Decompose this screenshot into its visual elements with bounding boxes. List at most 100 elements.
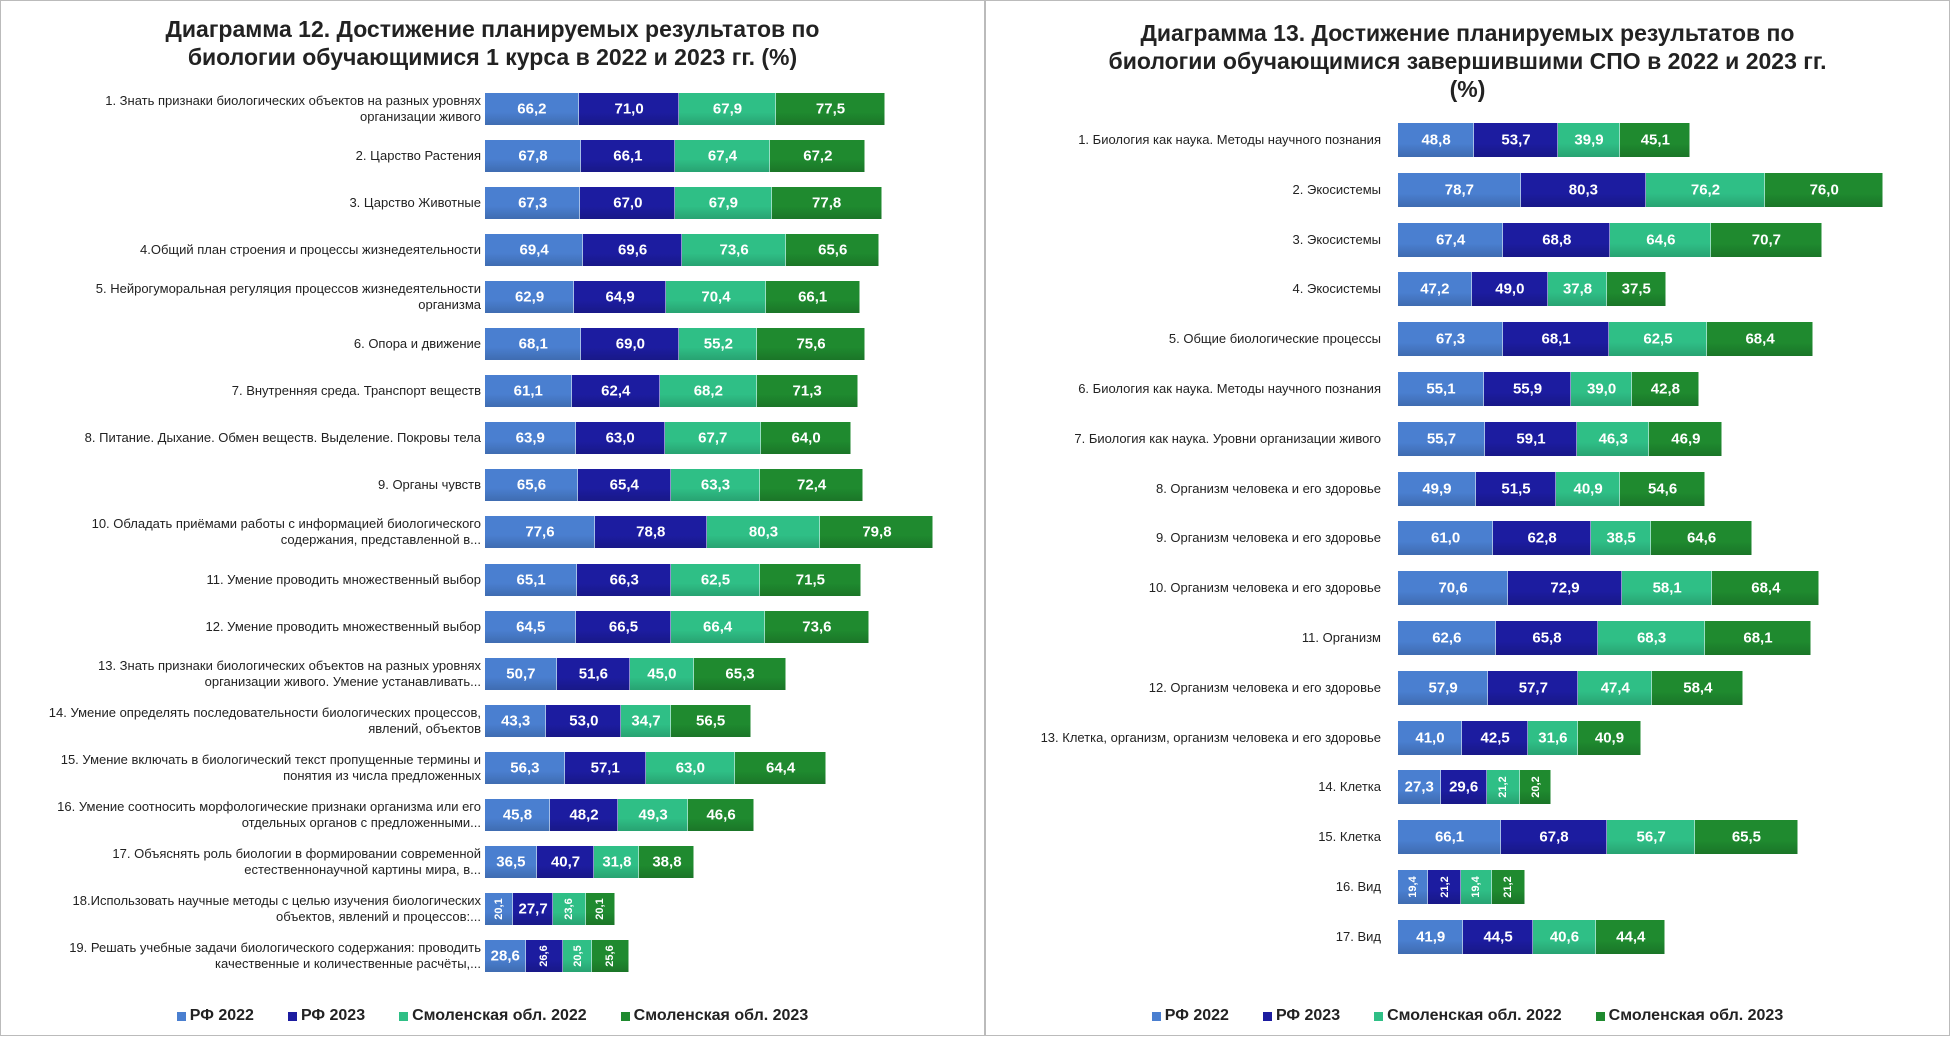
bar-segment — [1577, 720, 1642, 755]
value-label: 55,1 — [1426, 380, 1456, 398]
value-label: 38,8 — [652, 853, 682, 871]
bar-segment — [1461, 720, 1529, 755]
category-label: 19. Решать учебные задачи биологического… — [69, 939, 481, 971]
value-label: 62,5 — [1643, 330, 1673, 348]
value-label: 29,6 — [1449, 778, 1479, 796]
chart-title: Диаграмма 12. Достижение планируемых рез… — [165, 16, 820, 70]
value-label: 61,1 — [513, 382, 543, 400]
bar-segment — [760, 422, 852, 455]
category-label: 8. Питание. Дыхание. Обмен веществ. Выде… — [84, 430, 481, 446]
bar-segment — [1474, 123, 1558, 157]
value-label: 20,1 — [594, 898, 607, 920]
value-label: 62,9 — [514, 288, 545, 306]
bar-segment — [485, 140, 582, 173]
bar-segment — [771, 187, 882, 220]
legend-item: Смоленская обл. 2023 — [1595, 1007, 1783, 1025]
value-label: 48,2 — [569, 806, 599, 824]
value-label: 66,1 — [1434, 828, 1465, 846]
bar-segment — [674, 140, 771, 173]
bar-segment — [693, 657, 787, 690]
value-label: 51,5 — [1501, 480, 1531, 498]
category-label: 2. Экосистемы — [1292, 181, 1381, 197]
value-label: 69,4 — [519, 241, 549, 259]
bar-segment — [1398, 421, 1485, 456]
bar-segment — [563, 939, 593, 972]
bar-segment — [485, 798, 550, 831]
bar-segment — [639, 845, 695, 878]
bar-segment — [671, 563, 760, 596]
bar-segment — [659, 375, 757, 408]
bar-segment — [485, 751, 565, 784]
bar-segment — [576, 610, 671, 643]
value-label: 69,0 — [615, 335, 645, 353]
category-label: 5. Нейрогуморальная регуляция процессов … — [95, 281, 481, 313]
value-label: 36,5 — [496, 853, 526, 871]
value-label: 65,3 — [725, 665, 755, 683]
category-label: 11. Организм — [1301, 630, 1381, 645]
bar-segment — [586, 892, 615, 925]
value-label: 72,9 — [1550, 579, 1580, 597]
value-label: 65,8 — [1532, 629, 1562, 647]
bar-segment — [1398, 471, 1476, 506]
value-label: 78,8 — [636, 523, 666, 541]
category-label: 1. Биология как наука. Методы научного п… — [1078, 132, 1381, 147]
value-label: 51,6 — [578, 665, 608, 683]
value-label: 67,4 — [1435, 231, 1466, 249]
bar-segment — [670, 469, 761, 502]
bar-segment — [1532, 919, 1597, 954]
bar-segment — [1596, 919, 1666, 954]
bar-segment — [1598, 621, 1705, 655]
bar-segment — [556, 657, 630, 690]
category-label: 12. Умение проводить множественный выбор — [205, 618, 481, 634]
legend: РФ 2022 РФ 2023 Смоленская обл. 2022 Смолен… — [986, 1007, 1949, 1025]
value-label: 40,6 — [1549, 928, 1580, 946]
value-label: 55,7 — [1426, 430, 1457, 448]
legend-item: РФ 2022 — [1151, 1007, 1229, 1025]
value-label: 64,0 — [791, 429, 821, 447]
value-label: 64,9 — [605, 288, 635, 306]
value-label: 68,1 — [518, 335, 548, 353]
value-label: 40,9 — [1594, 729, 1625, 747]
value-label: 63,3 — [700, 476, 731, 494]
value-label: 64,5 — [516, 618, 546, 636]
value-label: 70,4 — [701, 288, 731, 306]
bar-segment — [666, 281, 766, 314]
bar-segment — [574, 281, 667, 314]
category-label: 6. Биология как наука. Методы научного п… — [1078, 381, 1381, 396]
value-label: 66,5 — [608, 618, 639, 636]
value-label: 53,7 — [1501, 131, 1531, 149]
category-label: 8. Организм человека и его здоровье — [1155, 480, 1381, 496]
bar-segment — [1486, 770, 1520, 805]
bar-segment — [670, 704, 751, 737]
value-label: 40,9 — [1573, 480, 1603, 498]
value-label: 68,1 — [1541, 330, 1571, 348]
bar-segment — [1398, 521, 1494, 556]
bar-segment — [1491, 870, 1525, 904]
value-label: 65,5 — [1731, 828, 1762, 846]
legend-label: Смоленская обл. 2022 — [412, 1007, 587, 1024]
bar-segment — [1591, 521, 1652, 556]
bar-segment — [485, 563, 578, 596]
bar-segment — [1461, 870, 1492, 904]
bar-segment — [485, 657, 557, 690]
bar-segment — [549, 798, 619, 831]
bar-segment — [1620, 123, 1691, 157]
value-label: 45,1 — [1640, 131, 1670, 149]
value-label: 39,0 — [1586, 380, 1617, 398]
category-label: 4.Общий план строения и процессы жизнеде… — [140, 242, 481, 258]
value-label: 49,0 — [1495, 280, 1525, 298]
legend-label: РФ 2023 — [300, 1007, 366, 1024]
value-label: 63,9 — [515, 429, 545, 447]
value-label: 39,9 — [1574, 131, 1604, 149]
value-label: 72,4 — [797, 476, 827, 494]
legend-item: РФ 2023 — [1262, 1007, 1340, 1025]
category-label: 3. Экосистемы — [1292, 231, 1381, 247]
category-label: 3. Царство Животные — [349, 195, 481, 211]
value-label: 65,6 — [516, 476, 547, 494]
value-label: 49,9 — [1422, 480, 1452, 498]
value-label: 67,8 — [518, 147, 548, 165]
legend-label: РФ 2022 — [1164, 1007, 1229, 1024]
value-label: 68,4 — [1751, 579, 1781, 597]
value-label: 21,2 — [1497, 776, 1510, 799]
value-label: 46,6 — [706, 806, 736, 824]
